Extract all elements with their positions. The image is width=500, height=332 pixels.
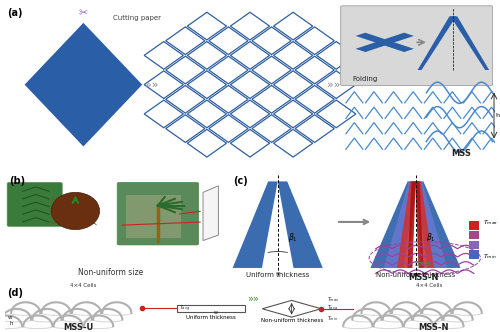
FancyBboxPatch shape (340, 6, 492, 85)
Polygon shape (418, 16, 457, 70)
Polygon shape (356, 33, 414, 52)
Text: w: w (214, 310, 218, 315)
Text: $\beta_1$: $\beta_1$ (288, 231, 298, 244)
FancyBboxPatch shape (468, 221, 479, 230)
Text: ✂: ✂ (78, 8, 88, 18)
Text: Folding: Folding (352, 76, 378, 82)
Text: Uniform thickness: Uniform thickness (246, 272, 310, 278)
FancyBboxPatch shape (468, 231, 479, 239)
Text: MSS-N: MSS-N (418, 323, 449, 332)
Polygon shape (415, 181, 424, 268)
Text: MSS-U: MSS-U (64, 323, 94, 332)
Polygon shape (278, 181, 323, 268)
Text: h: h (10, 321, 14, 326)
Text: (d): (d) (8, 288, 24, 298)
Text: »»: »» (326, 80, 340, 90)
Polygon shape (450, 16, 489, 70)
Polygon shape (203, 186, 218, 241)
Text: $T_{max}$: $T_{max}$ (483, 218, 498, 227)
FancyBboxPatch shape (126, 195, 181, 238)
Polygon shape (356, 33, 414, 52)
Text: Uniform thickness: Uniform thickness (186, 315, 236, 320)
Text: »»»: »»» (414, 259, 431, 269)
FancyBboxPatch shape (468, 250, 479, 259)
FancyBboxPatch shape (176, 305, 245, 312)
Text: 4×4 Cells: 4×4 Cells (416, 284, 442, 289)
Text: MSS-N: MSS-N (408, 273, 438, 282)
Text: (a): (a) (8, 8, 23, 18)
Text: Non-uniform thickness: Non-uniform thickness (376, 272, 455, 278)
Text: Non-uniform size: Non-uniform size (78, 268, 143, 277)
FancyBboxPatch shape (117, 183, 198, 245)
Polygon shape (262, 300, 321, 317)
Ellipse shape (51, 192, 100, 230)
Polygon shape (397, 181, 416, 268)
Polygon shape (415, 181, 448, 268)
Text: $\beta_1$: $\beta_1$ (426, 231, 436, 244)
Text: $T_{min}$: $T_{min}$ (483, 253, 497, 262)
Text: w: w (8, 315, 12, 320)
Polygon shape (370, 181, 416, 268)
FancyBboxPatch shape (468, 241, 479, 249)
Text: 4×4 Cells: 4×4 Cells (70, 284, 96, 289)
Polygon shape (408, 181, 416, 268)
Text: (b): (b) (10, 176, 26, 186)
Text: h: h (496, 113, 500, 118)
FancyBboxPatch shape (7, 183, 62, 226)
Text: $T_{avg}$: $T_{avg}$ (179, 304, 190, 314)
Polygon shape (24, 23, 142, 146)
Text: $T_{max}$: $T_{max}$ (328, 295, 340, 304)
Text: $T_{avg}$: $T_{avg}$ (328, 304, 338, 314)
Polygon shape (384, 181, 416, 268)
Polygon shape (415, 181, 434, 268)
Polygon shape (232, 181, 278, 268)
Text: MSS: MSS (451, 149, 470, 158)
Text: (c): (c) (232, 176, 248, 186)
Text: Cutting paper: Cutting paper (113, 15, 161, 21)
Text: $T_{min}$: $T_{min}$ (328, 314, 338, 322)
Text: »»: »» (247, 293, 259, 303)
Text: »»: »» (145, 80, 159, 90)
Text: Non-uniform thickness: Non-uniform thickness (260, 318, 323, 323)
Polygon shape (415, 181, 461, 268)
